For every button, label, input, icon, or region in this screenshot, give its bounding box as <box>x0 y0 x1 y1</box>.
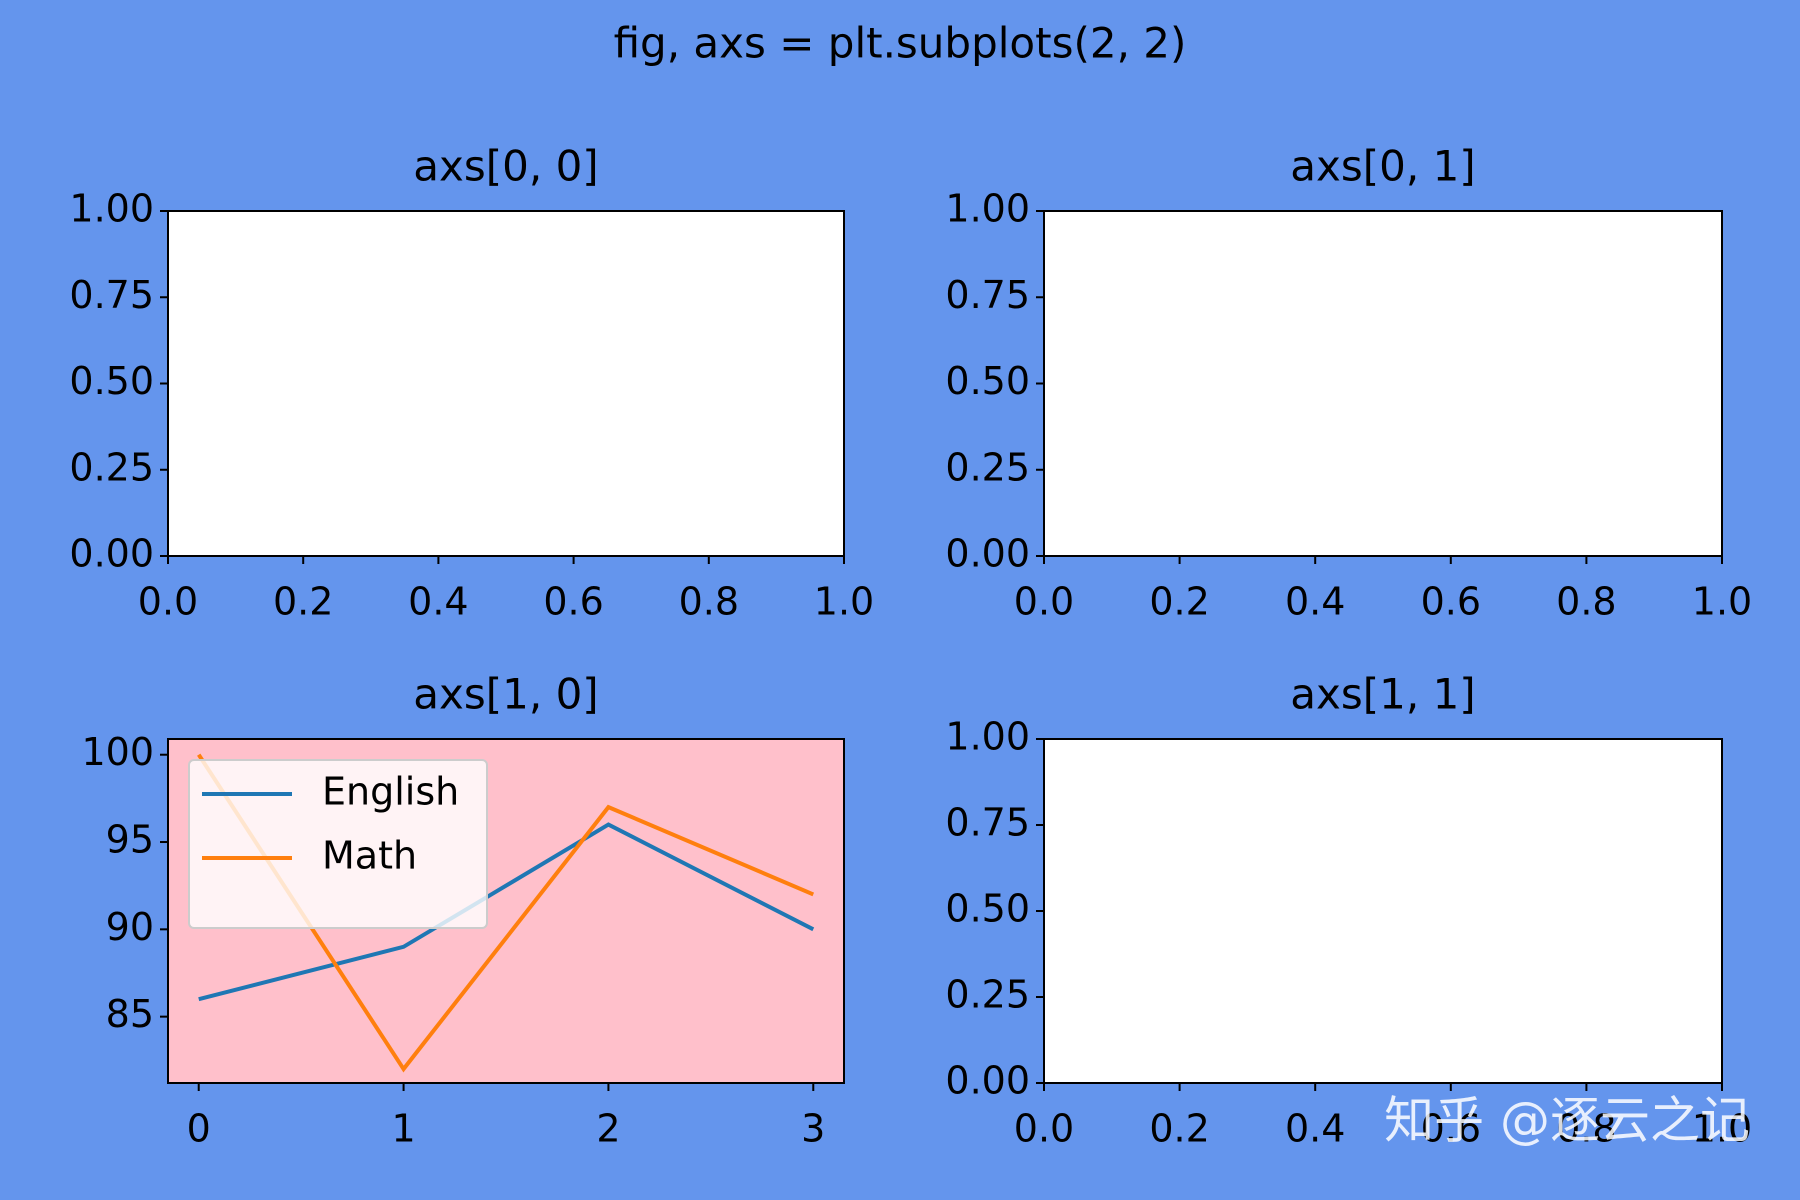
y-tick-label: 100 <box>81 730 154 774</box>
x-tick-label: 3 <box>801 1107 825 1151</box>
axes-frame <box>1043 210 1723 557</box>
x-tick-label: 0.4 <box>1285 1107 1345 1151</box>
y-tick-label: 0.25 <box>945 445 1030 489</box>
axes-frame <box>167 738 845 1084</box>
x-tick-label: 1.0 <box>814 580 874 624</box>
watermark: 知乎 @逐云之记 <box>1384 1092 1750 1150</box>
y-tick-label: 0.25 <box>945 973 1030 1017</box>
y-tick-label: 0.75 <box>945 273 1030 317</box>
axes-frame <box>167 210 845 557</box>
x-tick-label: 1.0 <box>1692 580 1752 624</box>
x-tick-label: 0.0 <box>1014 580 1074 624</box>
x-tick-label: 0.8 <box>679 580 739 624</box>
y-tick-label: 0.00 <box>945 532 1030 576</box>
x-tick-label: 0.8 <box>1556 1107 1616 1151</box>
axes-title: axs[1, 0] <box>413 670 598 719</box>
x-tick-label: 0.6 <box>543 580 603 624</box>
axes-background <box>1044 739 1722 1083</box>
x-tick-label: 0.2 <box>1149 1107 1209 1151</box>
x-tick-label: 2 <box>596 1107 620 1151</box>
x-tick-label: 0.6 <box>1421 1107 1481 1151</box>
y-tick-label: 0.75 <box>69 273 154 317</box>
y-tick-label: 85 <box>106 992 154 1036</box>
y-tick-label: 1.00 <box>69 187 154 231</box>
y-tick-label: 1.00 <box>945 715 1030 759</box>
x-tick-label: 0 <box>187 1107 211 1151</box>
x-tick-label: 1 <box>391 1107 415 1151</box>
figure-title: fig, axs = plt.subplots(2, 2) <box>614 19 1187 68</box>
axes-background <box>1044 211 1722 556</box>
y-tick-label: 0.50 <box>945 887 1030 931</box>
y-tick-label: 0.25 <box>69 445 154 489</box>
y-tick-label: 0.50 <box>69 359 154 403</box>
x-tick-label: 0.0 <box>1014 1107 1074 1151</box>
y-tick-label: 0.00 <box>69 532 154 576</box>
legend-label: Math <box>322 834 417 878</box>
axes-title: axs[0, 0] <box>413 142 598 191</box>
x-tick-label: 0.8 <box>1556 580 1616 624</box>
y-tick-label: 1.00 <box>945 187 1030 231</box>
y-tick-label: 0.50 <box>945 359 1030 403</box>
y-tick-label: 0.00 <box>945 1059 1030 1103</box>
x-tick-label: 0.4 <box>408 580 468 624</box>
series-line <box>198 822 815 1002</box>
axes-background <box>168 211 844 556</box>
x-tick-label: 0.0 <box>138 580 198 624</box>
y-tick-label: 90 <box>106 905 154 949</box>
x-tick-label: 0.4 <box>1285 580 1345 624</box>
axes-frame <box>1043 738 1723 1084</box>
x-tick-label: 0.2 <box>273 580 333 624</box>
axes-title: axs[1, 1] <box>1290 670 1475 719</box>
legend-label: English <box>322 770 459 814</box>
x-tick-label: 0.2 <box>1149 580 1209 624</box>
x-tick-label: 0.6 <box>1421 580 1481 624</box>
y-tick-label: 0.75 <box>945 801 1030 845</box>
x-tick-label: 1.0 <box>1692 1107 1752 1151</box>
legend-box <box>188 759 488 929</box>
axes-title: axs[0, 1] <box>1290 142 1475 191</box>
y-tick-label: 95 <box>106 818 154 862</box>
